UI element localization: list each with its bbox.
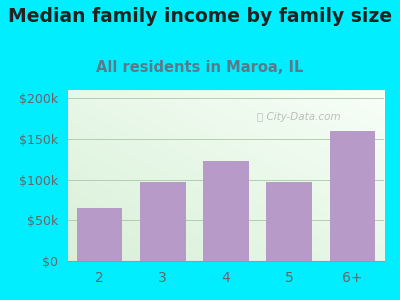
Bar [330,131,375,261]
Bar [77,208,122,261]
Text: ⓘ City-Data.com: ⓘ City-Data.com [257,112,340,122]
Bar [203,161,249,261]
Text: Median family income by family size: Median family income by family size [8,8,392,26]
Text: All residents in Maroa, IL: All residents in Maroa, IL [96,60,304,75]
Bar [140,182,186,261]
Bar [266,182,312,261]
